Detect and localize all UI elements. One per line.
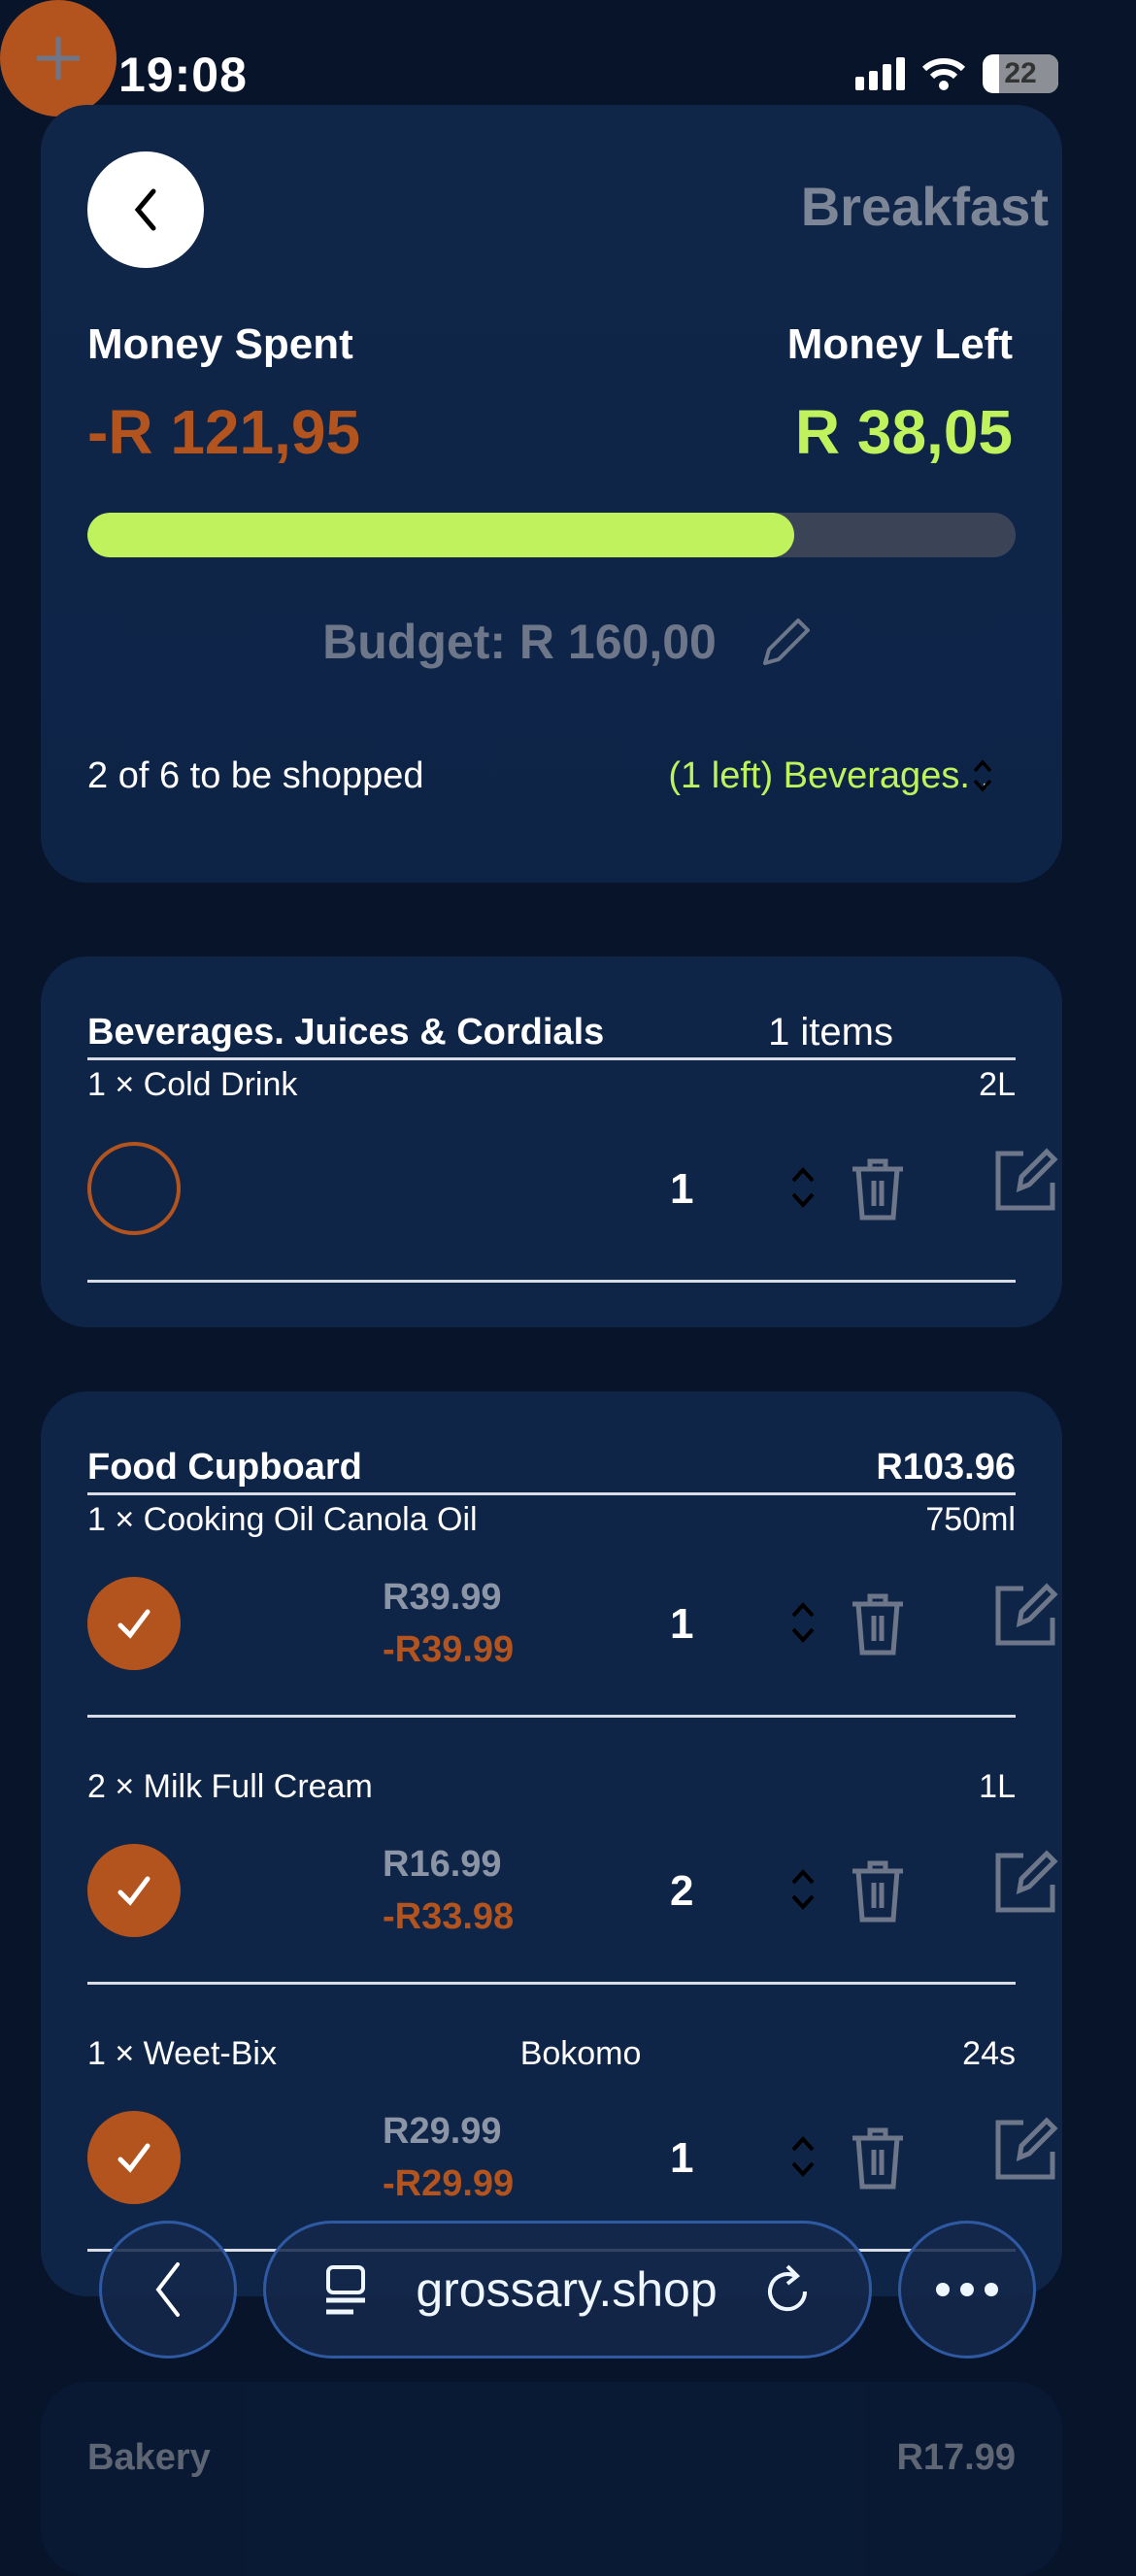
budget-summary-card xyxy=(41,105,1062,883)
trash-icon[interactable] xyxy=(849,1857,907,1924)
unit-price: R29.99 xyxy=(383,2111,502,2152)
check-icon xyxy=(117,2143,150,2173)
list-item: 1 × Cold Drink 2L 1 xyxy=(87,1060,1058,1283)
money-left-value: R 38,05 xyxy=(794,397,1013,467)
signal-icon xyxy=(855,57,905,90)
divider xyxy=(87,1982,1016,1985)
item-label: 1 × Cooking Oil Canola Oil xyxy=(87,1500,478,1538)
money-spent-label: Money Spent xyxy=(87,320,353,368)
edit-icon[interactable] xyxy=(990,1146,1058,1214)
check-icon xyxy=(117,1876,150,1906)
category-name: Beverages. Juices & Cordials xyxy=(87,1011,605,1053)
add-item-button[interactable] xyxy=(0,0,117,117)
trash-icon[interactable] xyxy=(849,1590,907,1656)
budget-progress-bar xyxy=(87,513,1016,557)
plus-icon xyxy=(37,37,80,80)
chevron-up-down-icon[interactable] xyxy=(971,757,994,794)
category-card: Bakery R17.99 xyxy=(41,2382,1062,2576)
edit-icon[interactable] xyxy=(990,1848,1058,1916)
reload-icon[interactable] xyxy=(766,2262,811,2317)
quantity-value: 1 xyxy=(670,2134,694,2182)
item-label: 2 × Milk Full Cream xyxy=(87,1767,373,1805)
category-header: Beverages. Juices & Cordials 1 items xyxy=(87,1007,1016,1057)
item-size: 2L xyxy=(979,1065,1016,1103)
category-name: Bakery xyxy=(87,2436,211,2478)
item-label: 1 × Cold Drink xyxy=(87,1065,298,1103)
item-size: 1L xyxy=(979,1767,1016,1805)
pencil-icon[interactable] xyxy=(759,615,814,669)
item-total: -R33.98 xyxy=(383,1896,515,1937)
url-text: grossary.shop xyxy=(416,2262,718,2317)
quantity-value: 1 xyxy=(670,1600,694,1648)
item-total: -R29.99 xyxy=(383,2163,515,2204)
edit-icon[interactable] xyxy=(990,1581,1058,1649)
edit-icon[interactable] xyxy=(990,2115,1058,2183)
trash-icon[interactable] xyxy=(849,1155,907,1221)
category-header: Food Cupboard R103.96 xyxy=(87,1442,1016,1492)
budget-row: Budget: R 160,00 xyxy=(0,614,1136,670)
tabs-icon xyxy=(326,2265,365,2315)
divider xyxy=(87,1280,1016,1283)
category-select[interactable]: (1 left) Beverages. . xyxy=(668,755,990,796)
chevron-up-down-icon[interactable] xyxy=(788,2132,818,2181)
item-size: 24s xyxy=(962,2034,1016,2072)
chevron-left-icon xyxy=(134,188,156,231)
list-item: 1 × Weet-Bix Bokomo 24s R29.99 -R29.99 1 xyxy=(87,2029,1058,2252)
chevron-up-down-icon[interactable] xyxy=(788,1865,818,1914)
check-icon xyxy=(117,1609,150,1639)
category-summary: 1 items xyxy=(768,1010,893,1054)
shop-count: 2 of 6 to be shopped xyxy=(87,755,424,796)
wifi-icon xyxy=(922,58,965,90)
trash-icon[interactable] xyxy=(849,2124,907,2191)
more-button[interactable] xyxy=(898,2221,1036,2359)
chevron-up-down-icon[interactable] xyxy=(788,1163,818,1212)
category-summary: R17.99 xyxy=(896,2436,1016,2478)
battery-icon: 22 xyxy=(983,54,1058,93)
page-title: Breakfast xyxy=(800,176,1049,237)
chevron-up-down-icon[interactable] xyxy=(788,1598,818,1647)
budget-value: Budget: R 160,00 xyxy=(322,615,717,669)
item-checkbox[interactable] xyxy=(87,1844,181,1937)
more-icon xyxy=(936,2283,998,2296)
list-item: 1 × Cooking Oil Canola Oil 750ml R39.99 -R… xyxy=(87,1495,1058,1718)
divider xyxy=(87,1715,1016,1718)
status-icons: 22 xyxy=(855,54,1058,93)
unit-price: R16.99 xyxy=(383,1844,502,1885)
category-header: Bakery R17.99 xyxy=(87,2432,1016,2483)
category-name: Food Cupboard xyxy=(87,1446,362,1488)
progress-fill xyxy=(87,513,795,557)
money-left-label: Money Left xyxy=(786,320,1013,368)
item-checkbox[interactable] xyxy=(87,2111,181,2204)
category-card: Food Cupboard R103.96 1 × Cooking Oil Can… xyxy=(41,1391,1062,2296)
chevron-left-icon xyxy=(155,2262,180,2317)
item-label: 1 × Weet-Bix xyxy=(87,2034,277,2072)
item-brand: Bokomo xyxy=(519,2034,642,2072)
money-spent-value: -R 121,95 xyxy=(87,397,361,467)
item-checkbox[interactable] xyxy=(87,1142,181,1235)
status-time: 19:08 xyxy=(118,48,248,102)
url-bar[interactable]: grossary.shop xyxy=(263,2221,872,2359)
item-total: -R39.99 xyxy=(383,1629,515,1670)
item-size: 750ml xyxy=(925,1500,1016,1538)
item-checkbox[interactable] xyxy=(87,1577,181,1670)
quantity-value: 1 xyxy=(670,1165,694,1213)
divider xyxy=(87,1492,1016,1495)
unit-price: R39.99 xyxy=(383,1577,502,1618)
quantity-value: 2 xyxy=(670,1867,694,1915)
divider xyxy=(87,1057,1016,1060)
category-card: Beverages. Juices & Cordials 1 items 1 × … xyxy=(41,956,1062,1327)
list-item: 2 × Milk Full Cream 1L R16.99 -R33.98 2 xyxy=(87,1762,1058,1985)
browser-back-button[interactable] xyxy=(99,2221,237,2359)
back-button[interactable] xyxy=(87,151,204,268)
category-summary: R103.96 xyxy=(876,1446,1016,1488)
